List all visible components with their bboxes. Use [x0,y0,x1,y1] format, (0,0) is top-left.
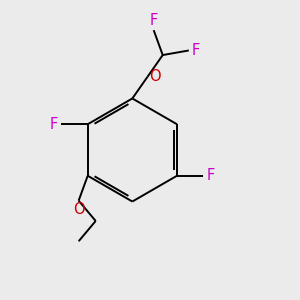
Text: F: F [192,43,200,58]
Text: F: F [206,168,215,183]
Text: F: F [50,117,58,132]
Text: F: F [149,13,158,28]
Text: O: O [149,69,160,84]
Text: O: O [73,202,85,217]
